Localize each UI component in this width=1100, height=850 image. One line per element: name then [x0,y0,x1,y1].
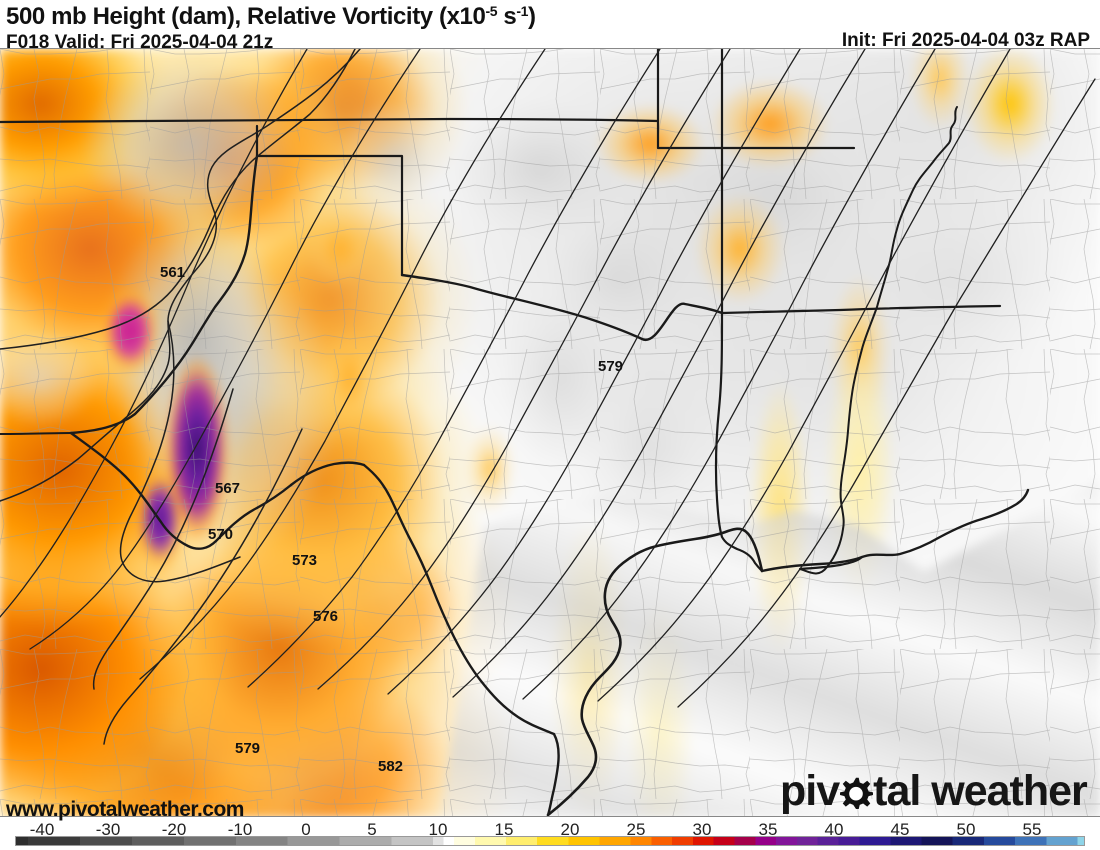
svg-text:582: 582 [378,758,403,775]
svg-text:579: 579 [598,358,623,375]
svg-text:567: 567 [215,480,240,497]
svg-text:561: 561 [160,264,185,281]
svg-text:573: 573 [292,552,317,569]
svg-text:576: 576 [313,608,338,625]
svg-text:570: 570 [208,526,233,543]
svg-text:579: 579 [235,740,260,757]
